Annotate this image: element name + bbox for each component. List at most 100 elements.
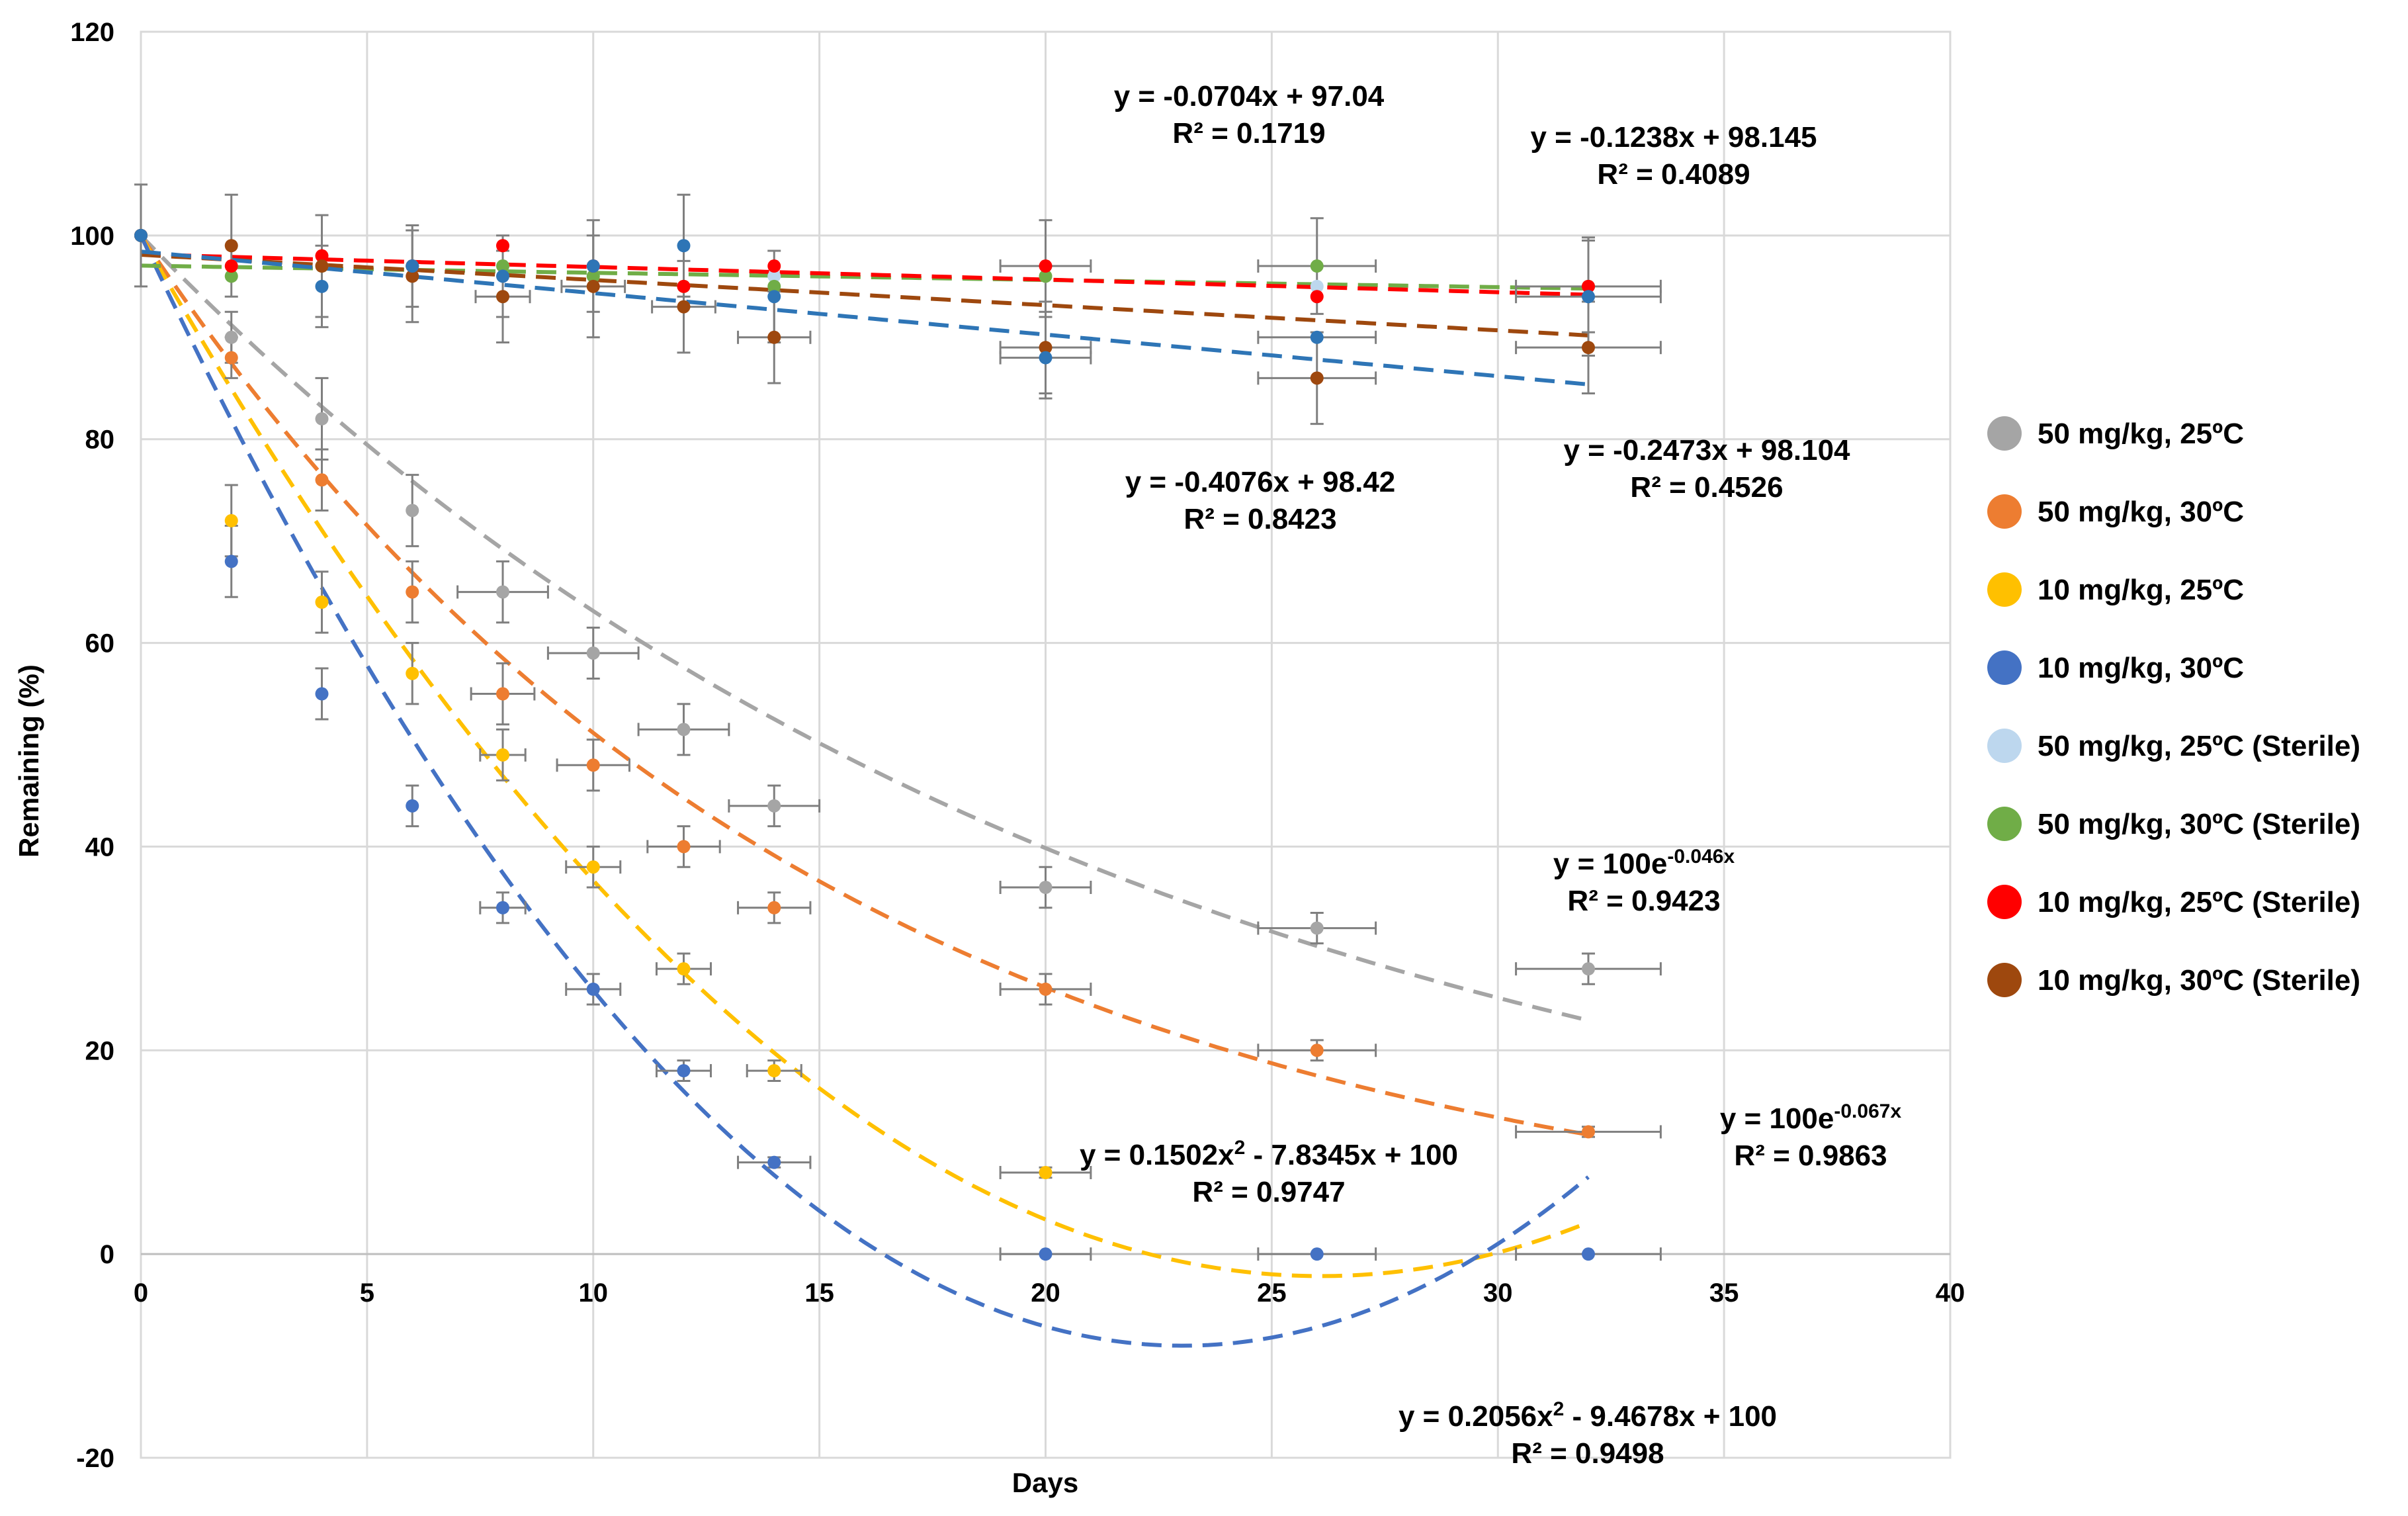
x-tick-label: 40 bbox=[1936, 1278, 1965, 1308]
data-point bbox=[315, 259, 329, 273]
trendline-equation: y = 0.1502x2 - 7.8345x + 100 R² = 0.9747 bbox=[1080, 1137, 1458, 1208]
data-point bbox=[677, 723, 691, 736]
trendline bbox=[139, 234, 1589, 1137]
trendline-equation: y = 100e-0.046x R² = 0.9423 bbox=[1553, 846, 1735, 917]
data-point bbox=[1039, 351, 1053, 365]
equation-main: y = -0.0704x + 97.04 bbox=[1114, 80, 1385, 112]
data-point bbox=[1039, 1247, 1053, 1261]
data-point bbox=[406, 504, 419, 517]
equation-superscript: -0.046x bbox=[1667, 846, 1735, 868]
data-point bbox=[496, 585, 509, 599]
legend-item: 10 mg/kg, 30ºC bbox=[1987, 650, 2244, 685]
y-tick-label: -20 bbox=[76, 1444, 114, 1473]
data-point bbox=[677, 840, 691, 854]
legend-item: 50 mg/kg, 30ºC bbox=[1987, 494, 2244, 529]
data-point bbox=[496, 748, 509, 762]
r-squared-text: R² = 0.9498 bbox=[1511, 1437, 1664, 1470]
data-point bbox=[1310, 371, 1324, 385]
data-point bbox=[586, 259, 600, 273]
data-point bbox=[1310, 1044, 1324, 1057]
data-point bbox=[677, 962, 691, 976]
data-point bbox=[406, 269, 419, 283]
equation-text: y = -0.1238x + 98.145 bbox=[1530, 121, 1817, 154]
equation-main: y = 0.1502x bbox=[1080, 1139, 1234, 1171]
legend-item: 50 mg/kg, 25ºC (Sterile) bbox=[1987, 729, 2360, 763]
trendline bbox=[139, 234, 1590, 1278]
equation-superscript: 2 bbox=[1234, 1137, 1246, 1159]
equation-main: y = -0.4076x + 98.42 bbox=[1125, 466, 1396, 498]
data-point bbox=[224, 259, 238, 273]
r-squared-text: R² = 0.9863 bbox=[1734, 1139, 1887, 1172]
data-point bbox=[767, 901, 781, 914]
data-point bbox=[1039, 982, 1053, 996]
data-point bbox=[1039, 269, 1053, 283]
trendline bbox=[139, 234, 1590, 1348]
data-point bbox=[1039, 1166, 1053, 1179]
legend-label: 10 mg/kg, 25ºC bbox=[2038, 574, 2244, 606]
legend-item: 50 mg/kg, 25ºC bbox=[1987, 416, 2244, 451]
trendline-equation: y = 0.2056x2 - 9.4678x + 100 R² = 0.9498 bbox=[1398, 1398, 1777, 1470]
equation-text: y = -0.0704x + 97.04 bbox=[1114, 80, 1385, 112]
legend-marker bbox=[1987, 650, 2022, 685]
data-point bbox=[496, 259, 509, 273]
trendlines bbox=[139, 234, 1590, 1348]
equation-main: y = 100e bbox=[1720, 1102, 1834, 1135]
legend-marker bbox=[1987, 572, 2022, 607]
y-tick-label: 60 bbox=[85, 629, 115, 658]
equation-text: y = 100e-0.067x bbox=[1720, 1100, 1902, 1135]
data-point bbox=[406, 585, 419, 599]
equation-rest: - 9.4678x + 100 bbox=[1564, 1400, 1777, 1433]
data-point bbox=[677, 279, 691, 293]
data-point bbox=[496, 239, 509, 253]
data-point bbox=[315, 279, 329, 293]
legend-label: 50 mg/kg, 30ºC bbox=[2038, 496, 2244, 528]
legend-label: 10 mg/kg, 30ºC (Sterile) bbox=[2038, 964, 2360, 997]
equation-main: y = -0.2473x + 98.104 bbox=[1563, 434, 1850, 467]
axis-ticks: 0 5 10 15 20 25 30 35 40 -20 0 20 40 60 80 100 120 bbox=[70, 18, 1965, 1473]
data-point bbox=[1039, 881, 1053, 894]
equation-text: y = -0.4076x + 98.42 bbox=[1125, 466, 1396, 498]
equation-main: y = 0.2056x bbox=[1398, 1400, 1553, 1433]
trendline-equation: y = -0.4076x + 98.42 R² = 0.8423 bbox=[1125, 466, 1396, 535]
equation-text: y = -0.2473x + 98.104 bbox=[1563, 434, 1850, 467]
data-point bbox=[767, 290, 781, 304]
equation-main: y = 100e bbox=[1553, 848, 1668, 880]
r-squared-text: R² = 0.9747 bbox=[1192, 1176, 1345, 1208]
y-tick-label: 40 bbox=[85, 832, 115, 862]
data-point bbox=[224, 351, 238, 365]
data-point bbox=[496, 901, 509, 914]
data-point bbox=[1310, 330, 1324, 344]
x-tick-label: 5 bbox=[360, 1278, 374, 1308]
data-point bbox=[1582, 279, 1595, 293]
legend[interactable]: 50 mg/kg, 25ºC 50 mg/kg, 30ºC 10 mg/kg, 25… bbox=[1987, 416, 2360, 997]
data-point bbox=[677, 300, 691, 314]
data-point bbox=[1310, 1247, 1324, 1261]
trendline bbox=[140, 252, 1589, 297]
data-point bbox=[1310, 279, 1324, 293]
data-point bbox=[224, 555, 238, 568]
trendline bbox=[140, 263, 1589, 291]
legend-label: 10 mg/kg, 30ºC bbox=[2038, 652, 2244, 684]
legend-label: 50 mg/kg, 25ºC bbox=[2038, 418, 2244, 450]
trendline-equation: y = 100e-0.067x R² = 0.9863 bbox=[1720, 1100, 1902, 1172]
data-point bbox=[767, 259, 781, 273]
data-point bbox=[1582, 962, 1595, 976]
legend-item: 10 mg/kg, 25ºC bbox=[1987, 572, 2244, 607]
trendline bbox=[139, 234, 1589, 1022]
legend-label: 10 mg/kg, 25ºC (Sterile) bbox=[2038, 886, 2360, 918]
legend-item: 10 mg/kg, 25ºC (Sterile) bbox=[1987, 885, 2360, 919]
equation-superscript: -0.067x bbox=[1834, 1100, 1901, 1122]
x-tick-label: 30 bbox=[1483, 1278, 1513, 1308]
legend-marker bbox=[1987, 494, 2022, 529]
data-point bbox=[134, 228, 148, 242]
data-point bbox=[586, 646, 600, 660]
data-point bbox=[1582, 290, 1595, 304]
data-point bbox=[496, 290, 509, 304]
data-points bbox=[134, 228, 1595, 1261]
trendline-equation: y = -0.0704x + 97.04 R² = 0.1719 bbox=[1114, 80, 1385, 150]
data-point bbox=[1039, 259, 1053, 273]
equation-text: y = 0.2056x2 - 9.4678x + 100 bbox=[1398, 1398, 1777, 1433]
data-point bbox=[586, 269, 600, 283]
data-point bbox=[1310, 290, 1324, 304]
error-bars bbox=[134, 183, 1662, 1261]
